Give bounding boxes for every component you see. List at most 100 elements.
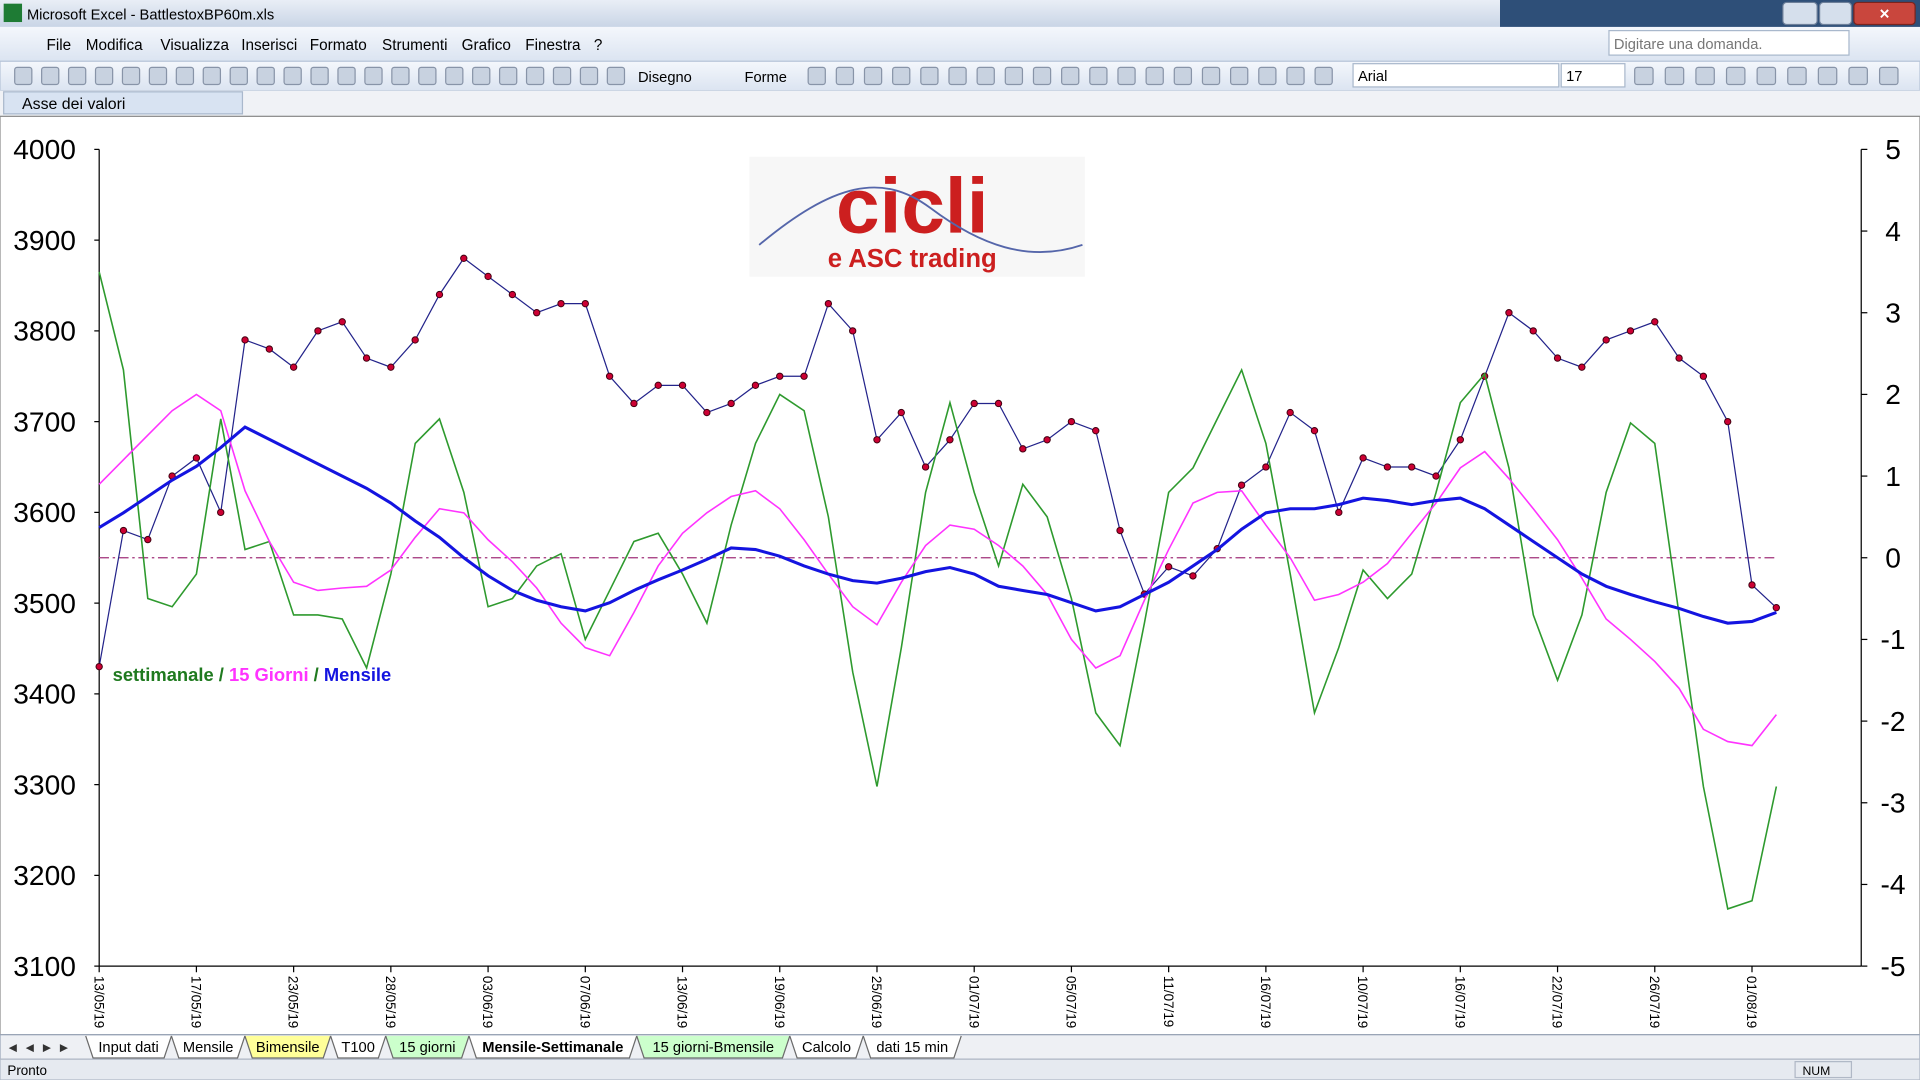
menu-item[interactable]: Finestra bbox=[525, 37, 581, 54]
toolbar-button[interactable] bbox=[1314, 66, 1333, 86]
toolbar-button[interactable] bbox=[1173, 66, 1193, 86]
menu-item[interactable]: Visualizza bbox=[160, 37, 229, 54]
sheet-tab[interactable] bbox=[385, 1035, 470, 1059]
sheet-tab[interactable] bbox=[862, 1035, 962, 1059]
toolbar-button[interactable] bbox=[525, 66, 545, 86]
toolbar-button[interactable] bbox=[1848, 66, 1868, 86]
toolbar-button[interactable] bbox=[1089, 66, 1108, 86]
data-point bbox=[508, 290, 517, 299]
legend: settimanale / 15 Giorni / Mensile bbox=[113, 664, 392, 685]
data-point bbox=[1675, 354, 1683, 362]
name-box[interactable] bbox=[3, 91, 244, 115]
sheet-tab[interactable] bbox=[468, 1035, 638, 1059]
menu-item[interactable]: Formato bbox=[310, 37, 367, 54]
x-tick-label: 11/07/19 bbox=[1161, 976, 1176, 1027]
toolbar-button[interactable] bbox=[1201, 66, 1221, 86]
data-point bbox=[338, 318, 346, 326]
toolbar-button[interactable] bbox=[835, 66, 855, 86]
toolbar-button[interactable] bbox=[1787, 66, 1807, 86]
menu-item[interactable]: Modifica bbox=[86, 37, 143, 54]
toolbar-button[interactable] bbox=[175, 66, 195, 86]
toolbar-button[interactable] bbox=[1817, 66, 1838, 86]
toolbar-button[interactable] bbox=[552, 66, 572, 86]
toolbar-button[interactable] bbox=[283, 66, 302, 86]
toolbar-button[interactable] bbox=[1145, 66, 1164, 86]
toolbar-button[interactable] bbox=[948, 66, 967, 86]
toolbar-button[interactable] bbox=[1061, 66, 1080, 86]
toolbar-button[interactable] bbox=[121, 66, 141, 86]
data-point bbox=[533, 309, 541, 317]
font-size: 17 bbox=[1566, 69, 1582, 85]
toolbar-button[interactable] bbox=[920, 66, 939, 86]
toolbar-button[interactable] bbox=[1004, 66, 1024, 86]
toolbar-button[interactable] bbox=[67, 66, 87, 86]
data-point bbox=[873, 436, 881, 444]
help-box[interactable] bbox=[1608, 30, 1850, 56]
toolbar-button[interactable] bbox=[94, 66, 114, 86]
data-point bbox=[1456, 436, 1464, 444]
toolbar-button[interactable] bbox=[256, 66, 275, 86]
logo-wave bbox=[758, 186, 1083, 253]
toolbar-button[interactable] bbox=[1258, 66, 1277, 86]
sheet-tab[interactable] bbox=[789, 1035, 864, 1059]
sheet-tab[interactable] bbox=[170, 1035, 246, 1059]
toolbar-button[interactable] bbox=[14, 66, 33, 86]
size-box[interactable] bbox=[1560, 63, 1626, 88]
toolbar-button[interactable] bbox=[1117, 66, 1136, 86]
menu-bar bbox=[0, 26, 1920, 62]
shapes-menu[interactable]: Forme bbox=[744, 70, 786, 86]
toolbar-button[interactable] bbox=[1634, 66, 1654, 86]
toolbar-button[interactable] bbox=[863, 66, 883, 86]
data-point bbox=[1262, 463, 1270, 471]
toolbar-button[interactable] bbox=[391, 66, 410, 86]
toolbar-button[interactable] bbox=[498, 66, 518, 86]
toolbar-button[interactable] bbox=[472, 66, 491, 86]
menu-item[interactable]: Strumenti bbox=[382, 37, 447, 54]
data-point bbox=[654, 381, 662, 390]
legend-entry: 15 Giorni bbox=[229, 664, 309, 685]
menu-item[interactable]: Grafico bbox=[462, 37, 511, 54]
toolbar-button[interactable] bbox=[606, 66, 626, 86]
minimize-button[interactable] bbox=[1782, 1, 1818, 26]
sheet-tab[interactable] bbox=[244, 1035, 332, 1059]
data-point bbox=[1529, 327, 1537, 335]
toolbar-button[interactable] bbox=[579, 66, 599, 86]
toolbar-button[interactable] bbox=[1032, 66, 1052, 86]
y2-tick-label: -5 bbox=[1881, 951, 1906, 982]
toolbar-button[interactable] bbox=[1756, 66, 1777, 86]
toolbar-button[interactable] bbox=[445, 66, 464, 86]
toolbar-button[interactable] bbox=[364, 66, 383, 86]
tab-nav[interactable]: ◄ ◄ ► ► bbox=[6, 1040, 70, 1055]
toolbar-button[interactable] bbox=[1230, 66, 1249, 86]
legend-separator: / bbox=[214, 664, 229, 685]
data-point bbox=[1116, 526, 1124, 535]
draw-menu[interactable]: Disegno bbox=[638, 70, 692, 86]
x-tick-label: 19/06/19 bbox=[772, 976, 787, 1028]
close-button[interactable] bbox=[1853, 1, 1916, 26]
menu-item[interactable]: File bbox=[47, 37, 72, 54]
toolbar-button[interactable] bbox=[1725, 66, 1746, 86]
menu-item[interactable]: Inserisci bbox=[241, 37, 297, 54]
toolbar-button[interactable] bbox=[337, 66, 356, 86]
toolbar-button[interactable] bbox=[807, 66, 826, 86]
toolbar-button[interactable] bbox=[202, 66, 222, 86]
y-tick-label: 3400 bbox=[13, 679, 76, 710]
toolbar-button[interactable] bbox=[1286, 66, 1305, 86]
toolbar-button[interactable] bbox=[1695, 66, 1715, 86]
toolbar-button[interactable] bbox=[892, 66, 911, 86]
sheet-tab[interactable] bbox=[330, 1035, 387, 1059]
toolbar-button[interactable] bbox=[976, 66, 995, 86]
excel-icon bbox=[3, 3, 23, 23]
font-box[interactable] bbox=[1352, 63, 1560, 88]
menu-item[interactable]: ? bbox=[594, 37, 603, 54]
sheet-tab[interactable] bbox=[85, 1035, 173, 1059]
restore-button[interactable] bbox=[1818, 1, 1853, 26]
toolbar-button[interactable] bbox=[229, 66, 248, 86]
toolbar-button[interactable] bbox=[41, 66, 60, 86]
toolbar-button[interactable] bbox=[418, 66, 437, 86]
toolbar-button[interactable] bbox=[310, 66, 329, 86]
toolbar-button[interactable] bbox=[148, 66, 168, 86]
sheet-tab[interactable] bbox=[636, 1035, 791, 1059]
toolbar-button[interactable] bbox=[1664, 66, 1685, 86]
toolbar-button[interactable] bbox=[1878, 66, 1899, 86]
